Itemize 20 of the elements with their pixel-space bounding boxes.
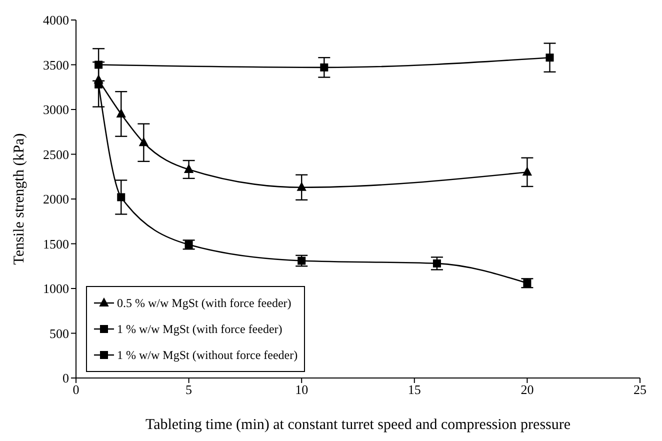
y-axis-title: Tensile strength (kPa) — [11, 133, 28, 265]
y-tick-label: 1000 — [43, 281, 69, 296]
y-tick-label: 4000 — [43, 12, 69, 28]
legend-label: 0.5 % w/w MgSt (with force feeder) — [117, 296, 292, 310]
x-tick-label: 15 — [408, 382, 421, 398]
y-tick-label: 3500 — [43, 57, 69, 72]
x-tick-label: 0 — [72, 382, 80, 398]
y-tick-label: 0 — [62, 370, 69, 386]
x-tick-label: 25 — [634, 382, 646, 398]
y-tick-label: 1500 — [43, 236, 69, 252]
y-tick-label: 2500 — [43, 146, 69, 162]
y-tick-label: 500 — [50, 326, 69, 341]
y-tick-label: 2000 — [43, 192, 69, 207]
x-tick-label: 5 — [186, 382, 192, 398]
x-tick-label: 10 — [295, 382, 308, 398]
legend-label: 1 % w/w MgSt (without force feeder) — [117, 348, 298, 362]
x-axis-title: Tableting time (min) at constant turret speed and compression pressure — [145, 417, 571, 433]
legend-label: 1 % w/w MgSt (with force feeder) — [117, 322, 282, 336]
x-tick-label: 20 — [520, 382, 534, 398]
y-tick-label: 3000 — [43, 102, 69, 118]
